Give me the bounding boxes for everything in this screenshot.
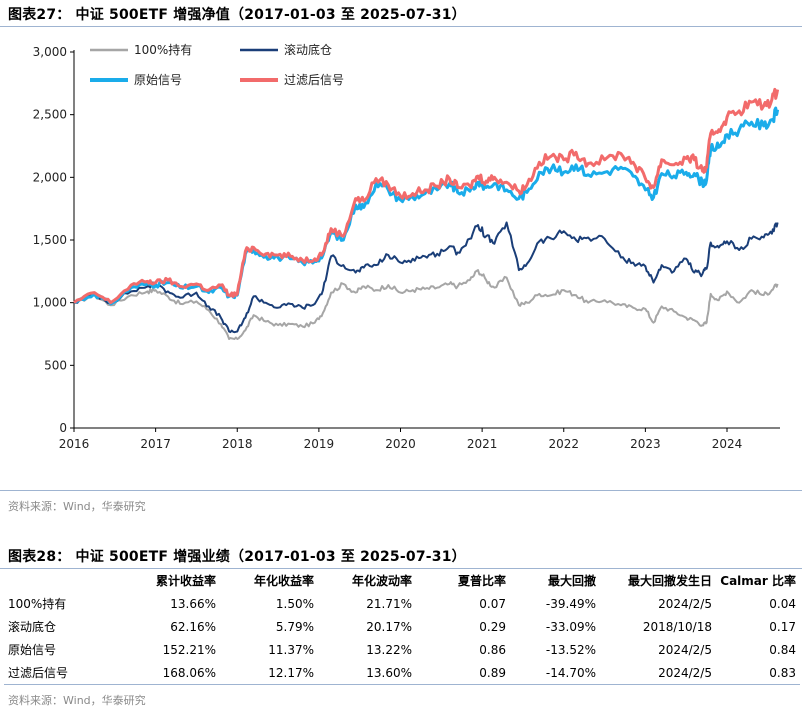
cell-annual-return: 12.17% <box>220 661 318 685</box>
x-tick-label: 2022 <box>548 437 579 451</box>
x-tick-label: 2024 <box>712 437 743 451</box>
cell-sharpe: 0.07 <box>479 596 506 611</box>
x-tick-label: 2021 <box>467 437 498 451</box>
row-name: 100%持有 <box>8 597 67 611</box>
cell-max-drawdown-date: 2018/10/18 <box>642 619 712 634</box>
table-title-rule <box>0 568 802 569</box>
cell-max-drawdown-date: 2024/2/5 <box>658 642 712 657</box>
cell-annual-volatility: 13.60% <box>318 661 416 685</box>
y-tick-label: 0 <box>59 421 67 435</box>
title-rule <box>0 26 802 27</box>
cell-calmar: 0.84 <box>769 642 796 657</box>
chart-axes: 0 500 1,000 1,500 2,000 2,500 3,000 2016 2017 201… <box>33 45 780 451</box>
chart-lines <box>73 87 780 340</box>
cell-cumulative-return: 62.16% <box>170 619 216 634</box>
cell-max-drawdown-date: 2024/2/5 <box>600 661 716 685</box>
cell-sharpe: 0.29 <box>479 619 506 634</box>
cell-max-drawdown: -14.70% <box>510 661 600 685</box>
cell-annual-volatility: 13.22% <box>366 642 412 657</box>
table-header-row: 累计收益率 年化收益率 年化波动率 夏普比率 最大回撤 最大回撤发生日 Calm… <box>4 568 800 592</box>
table-row: 原始信号 152.21% 11.37% 13.22% 0.86 -13.52% … <box>4 638 800 661</box>
figure-28-title: 图表28： 中证 500ETF 增强业绩（2017-01-03 至 2025-0… <box>8 549 466 565</box>
cell-calmar: 0.83 <box>716 661 800 685</box>
cell-sharpe: 0.89 <box>416 661 510 685</box>
cell-cumulative-return: 168.06% <box>114 661 220 685</box>
cell-cumulative-return: 152.21% <box>162 642 216 657</box>
header-cumulative-return: 累计收益率 <box>155 573 216 588</box>
cell-cumulative-return: 13.66% <box>170 596 216 611</box>
cell-annual-return: 11.37% <box>268 642 314 657</box>
y-tick-label: 2,000 <box>33 170 67 184</box>
figure-28-source: 资料来源：Wind，华泰研究 <box>8 694 146 707</box>
header-calmar: Calmar 比率 <box>720 573 796 588</box>
nav-line-chart: 0 500 1,000 1,500 2,000 2,500 3,000 2016 2017 201… <box>33 42 780 451</box>
row-name: 原始信号 <box>8 643 57 657</box>
cell-calmar: 0.17 <box>769 619 796 634</box>
row-name: 过滤后信号 <box>4 661 114 685</box>
x-tick-label: 2019 <box>304 437 335 451</box>
x-tick-label: 2017 <box>140 437 171 451</box>
source-rule <box>0 490 802 491</box>
y-tick-label: 1,500 <box>33 233 67 247</box>
table-row: 100%持有 13.66% 1.50% 21.71% 0.07 -39.49% … <box>4 592 800 615</box>
y-tick-label: 1,000 <box>33 296 67 310</box>
header-sharpe: 夏普比率 <box>457 573 506 588</box>
cell-annual-volatility: 21.71% <box>366 596 412 611</box>
y-tick-label: 2,500 <box>33 108 67 122</box>
cell-max-drawdown: -39.49% <box>545 596 596 611</box>
x-tick-label: 2023 <box>630 437 661 451</box>
cell-sharpe: 0.86 <box>479 642 506 657</box>
table-row: 滚动底仓 62.16% 5.79% 20.17% 0.29 -33.09% 20… <box>4 615 800 638</box>
cell-annual-return: 5.79% <box>275 619 314 634</box>
legend-label: 原始信号 <box>134 73 182 87</box>
cell-annual-volatility: 20.17% <box>366 619 412 634</box>
series-line-0 <box>73 269 779 340</box>
cell-max-drawdown-date: 2024/2/5 <box>658 596 712 611</box>
series-line-2 <box>73 106 780 306</box>
series-line-3 <box>73 87 780 305</box>
x-tick-label: 2020 <box>385 437 416 451</box>
legend-label: 100%持有 <box>134 42 192 57</box>
cell-max-drawdown: -33.09% <box>545 619 596 634</box>
cell-annual-return: 1.50% <box>275 596 314 611</box>
legend-label: 过滤后信号 <box>284 73 344 87</box>
header-max-drawdown: 最大回撤 <box>547 573 596 588</box>
y-tick-label: 500 <box>44 358 67 372</box>
y-tick-label: 3,000 <box>33 45 67 59</box>
header-max-drawdown-date: 最大回撤发生日 <box>627 573 712 588</box>
figure-27-source: 资料来源：Wind，华泰研究 <box>8 500 146 513</box>
cell-calmar: 0.04 <box>769 596 796 611</box>
header-annual-return: 年化收益率 <box>253 573 314 588</box>
figure-27-title: 图表27： 中证 500ETF 增强净值（2017-01-03 至 2025-0… <box>8 7 466 23</box>
series-line-1 <box>74 221 779 334</box>
legend-label: 滚动底仓 <box>284 42 332 57</box>
performance-table: 累计收益率 年化收益率 年化波动率 夏普比率 最大回撤 最大回撤发生日 Calm… <box>4 568 800 685</box>
header-name <box>4 568 114 592</box>
header-annual-volatility: 年化波动率 <box>351 573 412 588</box>
table-row: 过滤后信号 168.06% 12.17% 13.60% 0.89 -14.70%… <box>4 661 800 685</box>
row-name: 滚动底仓 <box>8 620 57 634</box>
cell-max-drawdown: -13.52% <box>545 642 596 657</box>
x-tick-label: 2016 <box>59 437 90 451</box>
x-tick-label: 2018 <box>222 437 253 451</box>
